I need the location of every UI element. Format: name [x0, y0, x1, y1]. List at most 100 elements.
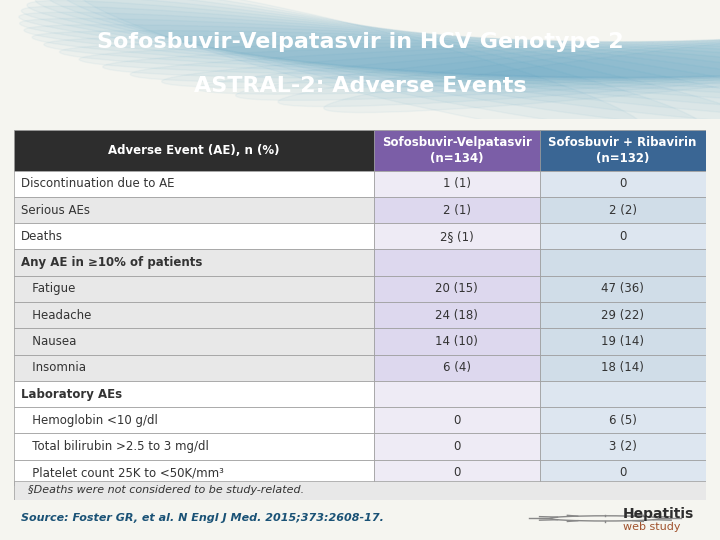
- FancyBboxPatch shape: [540, 355, 706, 381]
- FancyBboxPatch shape: [374, 434, 540, 460]
- FancyBboxPatch shape: [374, 302, 540, 328]
- FancyBboxPatch shape: [14, 249, 374, 276]
- FancyBboxPatch shape: [374, 130, 540, 171]
- Text: 2 (2): 2 (2): [608, 204, 636, 217]
- FancyBboxPatch shape: [14, 171, 374, 197]
- Text: 2§ (1): 2§ (1): [440, 230, 474, 243]
- FancyBboxPatch shape: [14, 197, 374, 223]
- FancyBboxPatch shape: [540, 223, 706, 249]
- Text: Source: Foster GR, et al. N Engl J Med. 2015;373:2608-17.: Source: Foster GR, et al. N Engl J Med. …: [22, 514, 384, 523]
- FancyBboxPatch shape: [14, 434, 374, 460]
- FancyBboxPatch shape: [14, 460, 374, 486]
- Text: 0: 0: [619, 467, 626, 480]
- FancyBboxPatch shape: [540, 460, 706, 486]
- Ellipse shape: [60, 0, 703, 133]
- Text: Sofosbuvir-Velpatasvir in HCV Genotype 2: Sofosbuvir-Velpatasvir in HCV Genotype 2: [96, 31, 624, 52]
- Text: 14 (10): 14 (10): [436, 335, 478, 348]
- Ellipse shape: [32, 31, 720, 88]
- Ellipse shape: [19, 12, 720, 106]
- Text: Deaths: Deaths: [22, 230, 63, 243]
- Text: web study: web study: [623, 522, 680, 531]
- Text: Any AE in ≥10% of patients: Any AE in ≥10% of patients: [22, 256, 203, 269]
- FancyBboxPatch shape: [540, 130, 706, 171]
- Ellipse shape: [197, 25, 720, 94]
- Text: 3 (2): 3 (2): [608, 440, 636, 453]
- Ellipse shape: [46, 0, 720, 129]
- Text: 6 (4): 6 (4): [443, 361, 471, 374]
- Ellipse shape: [24, 25, 720, 94]
- Text: 0: 0: [453, 440, 461, 453]
- FancyBboxPatch shape: [14, 481, 706, 500]
- Text: 20 (15): 20 (15): [436, 282, 478, 295]
- FancyBboxPatch shape: [540, 249, 706, 276]
- FancyBboxPatch shape: [374, 171, 540, 197]
- FancyBboxPatch shape: [540, 197, 706, 223]
- FancyBboxPatch shape: [14, 130, 374, 171]
- Ellipse shape: [22, 6, 720, 112]
- Text: 1 (1): 1 (1): [443, 177, 471, 190]
- Text: ASTRAL-2: Adverse Events: ASTRAL-2: Adverse Events: [194, 76, 526, 96]
- FancyBboxPatch shape: [374, 223, 540, 249]
- Ellipse shape: [35, 0, 720, 124]
- Text: 47 (36): 47 (36): [601, 282, 644, 295]
- FancyBboxPatch shape: [540, 407, 706, 434]
- Text: Platelet count 25K to <50K/mm³: Platelet count 25K to <50K/mm³: [22, 467, 224, 480]
- Text: 0: 0: [619, 177, 626, 190]
- FancyBboxPatch shape: [540, 381, 706, 407]
- Text: Serious AEs: Serious AEs: [22, 204, 90, 217]
- Ellipse shape: [103, 40, 720, 79]
- FancyBboxPatch shape: [374, 249, 540, 276]
- FancyBboxPatch shape: [14, 276, 374, 302]
- FancyBboxPatch shape: [14, 381, 374, 407]
- Text: Hemoglobin <10 g/dl: Hemoglobin <10 g/dl: [22, 414, 158, 427]
- FancyBboxPatch shape: [14, 328, 374, 355]
- Text: 6 (5): 6 (5): [608, 414, 636, 427]
- FancyBboxPatch shape: [14, 223, 374, 249]
- Text: Total bilirubin >2.5 to 3 mg/dl: Total bilirubin >2.5 to 3 mg/dl: [22, 440, 210, 453]
- Text: 29 (22): 29 (22): [601, 309, 644, 322]
- Text: Sofosbuvir + Ribavirin
(n=132): Sofosbuvir + Ribavirin (n=132): [549, 136, 697, 165]
- Text: 2 (1): 2 (1): [443, 204, 471, 217]
- FancyBboxPatch shape: [540, 328, 706, 355]
- Text: Insomnia: Insomnia: [22, 361, 86, 374]
- Text: Nausea: Nausea: [22, 335, 77, 348]
- Ellipse shape: [130, 36, 720, 83]
- FancyBboxPatch shape: [374, 407, 540, 434]
- Text: Discontinuation due to AE: Discontinuation due to AE: [22, 177, 175, 190]
- FancyBboxPatch shape: [540, 171, 706, 197]
- Ellipse shape: [235, 18, 720, 100]
- FancyBboxPatch shape: [540, 302, 706, 328]
- Text: Laboratory AEs: Laboratory AEs: [22, 388, 122, 401]
- FancyBboxPatch shape: [374, 381, 540, 407]
- FancyBboxPatch shape: [374, 276, 540, 302]
- Text: 0: 0: [453, 467, 461, 480]
- Text: 19 (14): 19 (14): [601, 335, 644, 348]
- Text: Sofosbuvir-Velpatasvir
(n=134): Sofosbuvir-Velpatasvir (n=134): [382, 136, 531, 165]
- FancyBboxPatch shape: [540, 276, 706, 302]
- Ellipse shape: [44, 36, 720, 83]
- Ellipse shape: [324, 6, 720, 112]
- FancyBboxPatch shape: [14, 355, 374, 381]
- FancyBboxPatch shape: [374, 328, 540, 355]
- FancyBboxPatch shape: [374, 197, 540, 223]
- Text: 18 (14): 18 (14): [601, 361, 644, 374]
- Ellipse shape: [278, 12, 720, 106]
- Ellipse shape: [60, 40, 720, 79]
- Text: Fatigue: Fatigue: [22, 282, 76, 295]
- FancyBboxPatch shape: [374, 460, 540, 486]
- Text: 0: 0: [453, 414, 461, 427]
- Text: §Deaths were not considered to be study-related.: §Deaths were not considered to be study-…: [28, 485, 305, 495]
- Text: Hepatitis: Hepatitis: [623, 507, 694, 521]
- FancyBboxPatch shape: [14, 302, 374, 328]
- Ellipse shape: [27, 1, 720, 118]
- Ellipse shape: [79, 42, 720, 77]
- FancyBboxPatch shape: [540, 434, 706, 460]
- Text: 0: 0: [619, 230, 626, 243]
- Text: Headache: Headache: [22, 309, 91, 322]
- Ellipse shape: [162, 31, 720, 88]
- FancyBboxPatch shape: [374, 355, 540, 381]
- Text: Adverse Event (AE), n (%): Adverse Event (AE), n (%): [109, 144, 280, 157]
- Ellipse shape: [74, 0, 646, 137]
- Ellipse shape: [19, 18, 720, 100]
- FancyBboxPatch shape: [14, 407, 374, 434]
